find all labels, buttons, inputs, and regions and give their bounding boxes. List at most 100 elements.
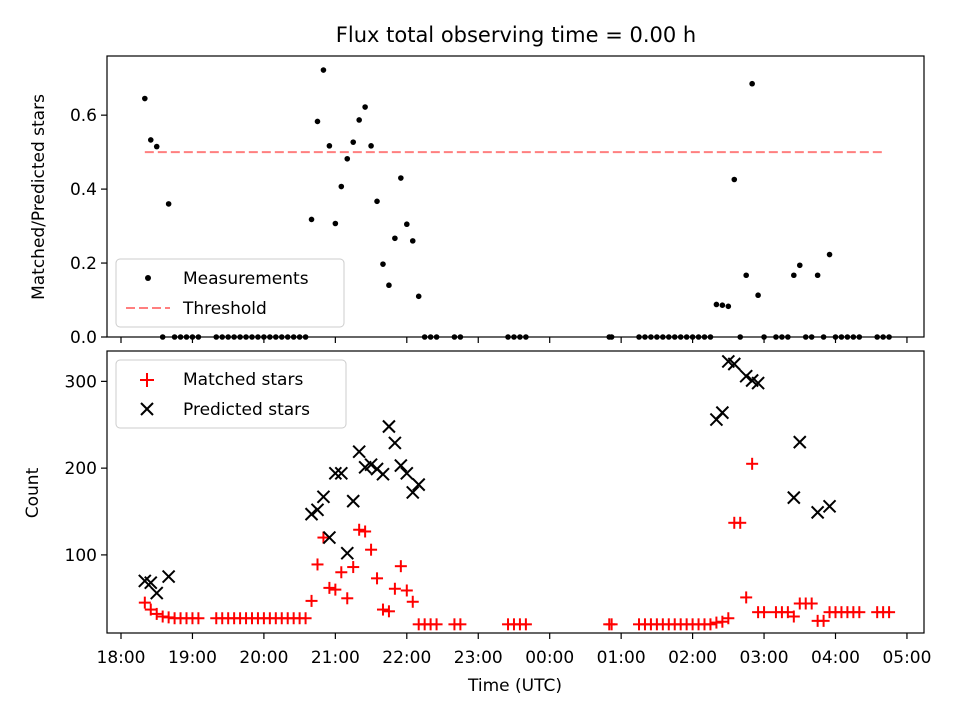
top-y-ticks: 0.0 0.2 0.4 0.6 bbox=[70, 106, 107, 348]
measurement-point bbox=[153, 143, 160, 150]
measurement-point bbox=[719, 302, 726, 309]
matched-point bbox=[376, 603, 389, 616]
predicted-point bbox=[822, 499, 837, 514]
measurement-point bbox=[796, 262, 803, 269]
measurement-point bbox=[826, 251, 833, 258]
predicted-point bbox=[316, 490, 331, 504]
measurement-point bbox=[314, 118, 321, 125]
measurement-point bbox=[791, 272, 797, 279]
predicted-point bbox=[751, 376, 765, 390]
predicted-point bbox=[346, 494, 360, 508]
measurement-point bbox=[165, 201, 172, 207]
matched-stars-series bbox=[138, 457, 896, 631]
predicted-point bbox=[810, 505, 825, 520]
legend-measurements-marker bbox=[145, 275, 151, 281]
measurement-point bbox=[415, 293, 422, 300]
matched-point bbox=[323, 581, 336, 594]
bottom-y-axis-label: Count bbox=[23, 467, 43, 518]
xtick-label: 01:00 bbox=[597, 648, 646, 668]
bottom-legend-box bbox=[115, 359, 347, 429]
top-panel: 0.0 0.2 0.4 0.6 Matched/Predicted stars Mea… bbox=[29, 55, 925, 348]
measurement-point bbox=[344, 155, 351, 162]
predicted-point bbox=[787, 490, 801, 505]
predicted-point bbox=[310, 503, 325, 517]
bottom-ytick-label: 200 bbox=[65, 459, 97, 479]
bottom-panel: 100 200 300 18:00 19:00 20:00 21:00 22:00 23:00… bbox=[23, 350, 931, 696]
measurement-point bbox=[380, 261, 386, 267]
top-ytick-label: 0.4 bbox=[70, 180, 97, 200]
measurement-point bbox=[398, 175, 404, 181]
measurement-point bbox=[142, 95, 148, 102]
top-ytick-label: 0.2 bbox=[70, 254, 97, 274]
matched-point bbox=[758, 606, 771, 619]
matched-point bbox=[722, 612, 735, 625]
xtick-label: 19:00 bbox=[168, 648, 217, 668]
measurement-point bbox=[731, 176, 738, 183]
bottom-ytick-label: 100 bbox=[65, 546, 97, 566]
predicted-point bbox=[328, 466, 343, 481]
measurement-point bbox=[409, 238, 416, 244]
xtick-label: 05:00 bbox=[882, 648, 931, 668]
measurement-point bbox=[320, 67, 327, 73]
predicted-point bbox=[793, 435, 807, 449]
matched-point bbox=[400, 584, 413, 597]
bottom-legend: Matched stars Predicted stars bbox=[115, 359, 347, 429]
matched-point bbox=[406, 595, 419, 608]
measurement-point bbox=[356, 117, 362, 123]
legend-matched-label: Matched stars bbox=[183, 370, 303, 390]
matched-point bbox=[454, 618, 467, 631]
predicted-point bbox=[144, 575, 158, 590]
predicted-point bbox=[382, 419, 396, 434]
measurement-point bbox=[350, 139, 357, 145]
chart-title: Flux total observing time = 0.00 h bbox=[336, 23, 696, 47]
matched-point bbox=[341, 592, 354, 605]
matched-point bbox=[519, 618, 532, 631]
measurement-point bbox=[308, 216, 315, 223]
measurement-point bbox=[374, 198, 380, 205]
matched-point bbox=[365, 543, 378, 556]
matched-point bbox=[787, 610, 800, 623]
xtick-label: 23:00 bbox=[454, 648, 503, 668]
predicted-point bbox=[161, 569, 176, 584]
top-ytick-label: 0.0 bbox=[70, 328, 97, 348]
measurement-point bbox=[392, 235, 398, 242]
xtick-label: 03:00 bbox=[740, 648, 789, 668]
matched-point bbox=[353, 523, 366, 536]
predicted-point bbox=[727, 357, 741, 371]
matched-point bbox=[734, 516, 747, 529]
predicted-point bbox=[364, 457, 378, 472]
measurement-point bbox=[326, 143, 333, 149]
x-axis-label: Time (UTC) bbox=[467, 676, 562, 696]
matched-point bbox=[335, 566, 348, 579]
measurement-point bbox=[755, 292, 761, 299]
predicted-point bbox=[715, 405, 730, 420]
matched-point bbox=[746, 457, 759, 470]
matched-point bbox=[150, 607, 163, 620]
bottom-ytick-label: 300 bbox=[65, 372, 97, 392]
predicted-point bbox=[406, 485, 420, 500]
matched-point bbox=[192, 612, 205, 625]
predicted-point bbox=[388, 436, 402, 450]
top-ytick-label: 0.6 bbox=[70, 106, 97, 126]
matched-point bbox=[359, 525, 372, 538]
xtick-label: 22:00 bbox=[382, 648, 431, 668]
predicted-point bbox=[304, 507, 319, 521]
bottom-y-ticks: 100 200 300 bbox=[65, 372, 107, 566]
predicted-point bbox=[352, 444, 366, 459]
top-legend-box bbox=[115, 258, 345, 328]
legend-predicted-marker bbox=[140, 402, 154, 416]
matched-point bbox=[605, 618, 618, 631]
predicted-point bbox=[340, 546, 354, 560]
matched-point bbox=[394, 560, 407, 573]
measurement-point bbox=[713, 301, 720, 308]
xtick-label: 02:00 bbox=[668, 648, 717, 668]
bottom-x-ticks: 18:00 19:00 20:00 21:00 22:00 23:00 00:00 01:00… bbox=[97, 633, 931, 668]
matched-point bbox=[388, 582, 401, 595]
legend-predicted-label: Predicted stars bbox=[183, 400, 310, 420]
predicted-point bbox=[334, 466, 349, 481]
predicted-point bbox=[376, 467, 390, 481]
measurement-point bbox=[147, 137, 154, 143]
matched-point bbox=[317, 531, 330, 544]
measurement-point bbox=[386, 282, 392, 289]
xtick-label: 18:00 bbox=[97, 648, 146, 668]
